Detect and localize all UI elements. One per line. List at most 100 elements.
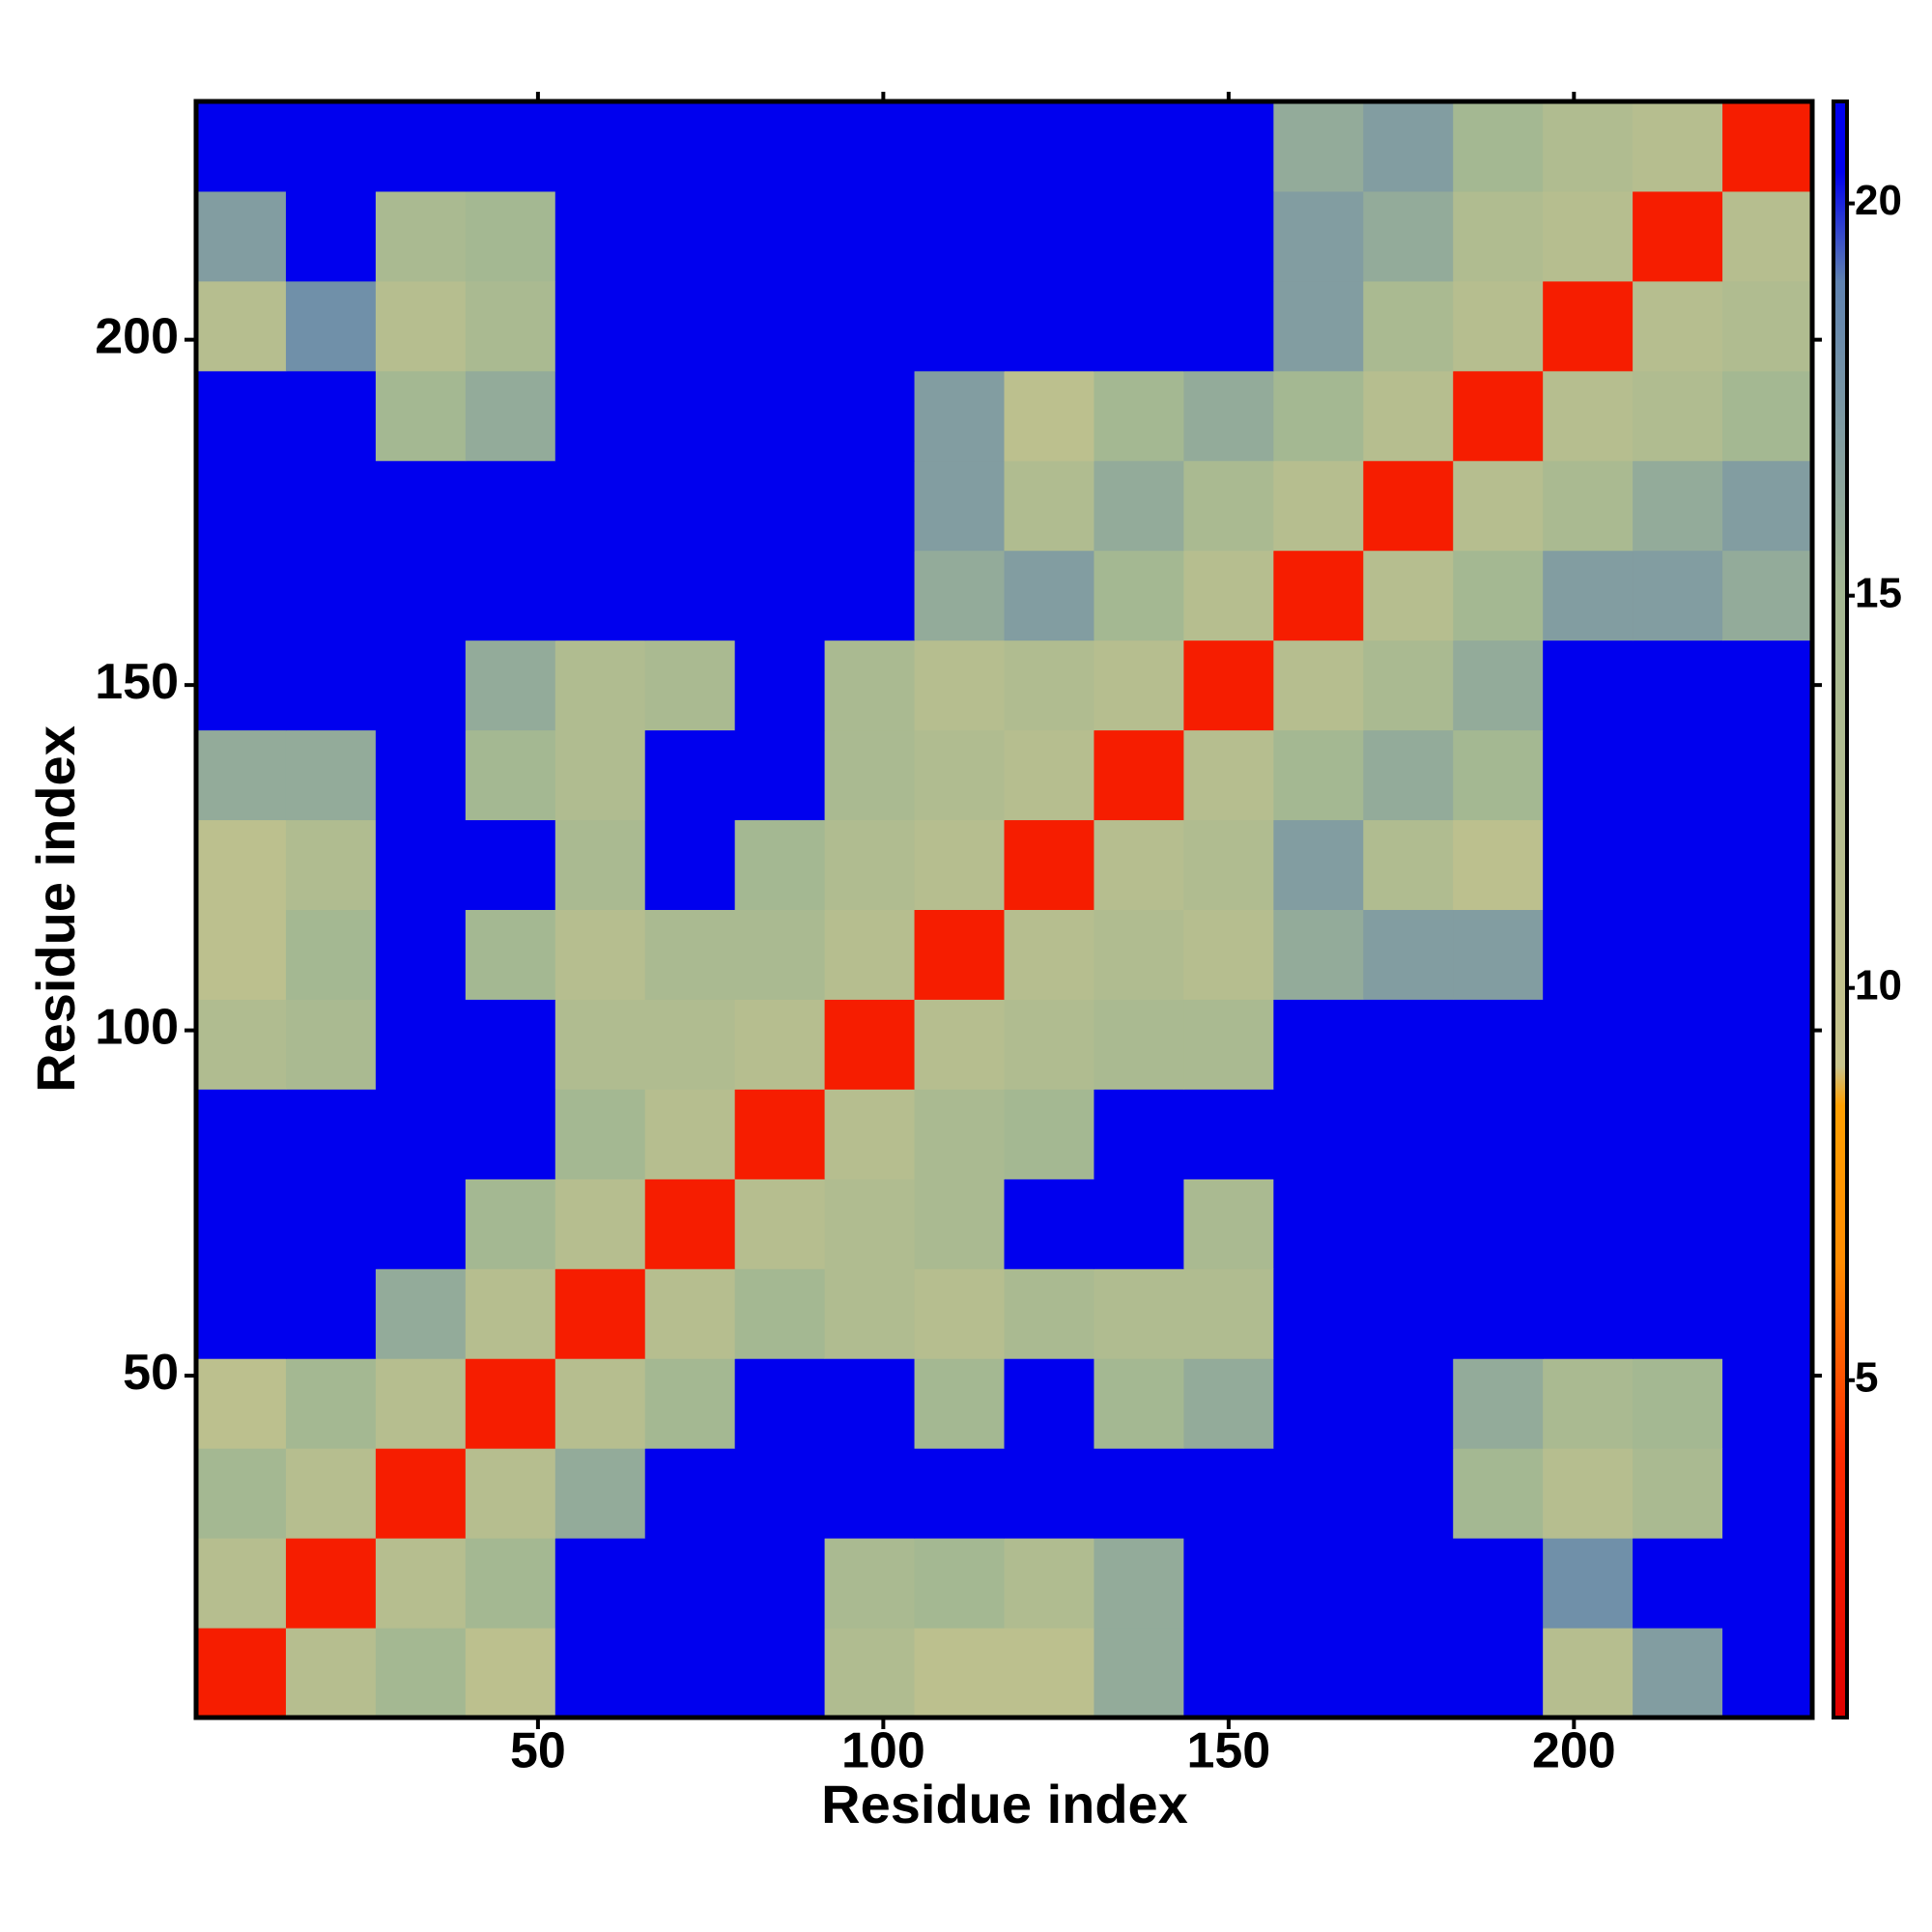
heat-cell — [1363, 909, 1454, 1000]
heat-cell — [1363, 1538, 1454, 1629]
heat-cell — [734, 550, 826, 641]
heat-cell — [1273, 460, 1364, 552]
heat-cell — [1453, 819, 1544, 910]
heat-cell — [554, 1089, 646, 1179]
heat-cell — [914, 370, 1005, 462]
heat-cell — [554, 639, 646, 731]
heat-cell — [914, 460, 1005, 552]
heat-cell — [465, 729, 556, 821]
heat-cell — [1094, 1538, 1184, 1629]
heat-cell — [1722, 819, 1813, 910]
heat-cell — [1004, 1538, 1094, 1629]
heat-cell — [1004, 909, 1094, 1000]
heat-cell — [1633, 1268, 1723, 1359]
heat-cell — [1363, 1179, 1454, 1269]
heat-cell — [734, 1089, 826, 1179]
heat-cell — [465, 819, 556, 910]
heat-cell — [554, 999, 646, 1090]
heat-cell — [1094, 1448, 1184, 1539]
x-tick-label: 100 — [841, 1723, 925, 1779]
heat-cell — [285, 819, 377, 910]
y-tick-label: 150 — [95, 654, 179, 710]
heat-cell — [285, 460, 377, 552]
heat-cell — [914, 1358, 1005, 1449]
heat-cell — [644, 190, 736, 282]
heat-cell — [1004, 729, 1094, 821]
heat-cell — [1543, 729, 1634, 821]
heat-cell — [824, 370, 916, 462]
heat-cell — [1453, 999, 1544, 1090]
heat-cell — [196, 370, 287, 462]
heat-cell — [1722, 1538, 1813, 1629]
heat-cell — [1273, 909, 1364, 1000]
y-tick-label: 50 — [123, 1345, 179, 1401]
heat-cell — [1453, 729, 1544, 821]
heat-cell — [1633, 639, 1723, 731]
heat-cell — [1273, 190, 1364, 282]
heat-cell — [1273, 370, 1364, 462]
heat-cell — [465, 1358, 556, 1449]
heat-cell — [554, 101, 646, 192]
heat-cell — [734, 1179, 826, 1269]
heat-cell — [1363, 190, 1454, 282]
heat-cell — [1363, 1089, 1454, 1179]
heat-cell — [1633, 999, 1723, 1090]
heat-cell — [1363, 460, 1454, 552]
heat-cell — [1453, 1179, 1544, 1269]
heat-cell — [375, 370, 467, 462]
heat-cell — [1004, 1268, 1094, 1359]
heat-cell — [734, 1268, 826, 1359]
heat-cell — [1363, 1628, 1454, 1719]
colorbar — [1832, 99, 1849, 1719]
heat-cell — [644, 280, 736, 372]
heat-cell — [1453, 1448, 1544, 1539]
heat-cell — [465, 1089, 556, 1179]
heat-cell — [1183, 639, 1274, 731]
heat-cell — [554, 1358, 646, 1449]
heat-cell — [196, 1089, 287, 1179]
heat-cell — [285, 370, 377, 462]
heat-cell — [1363, 1358, 1454, 1449]
heat-cell — [1633, 819, 1723, 910]
heat-cell — [465, 280, 556, 372]
colorbar-tick-label: 15 — [1855, 569, 1902, 616]
heat-cell — [1543, 550, 1634, 641]
heat-cell — [1633, 909, 1723, 1000]
heat-cell — [1273, 1268, 1364, 1359]
heat-cell — [196, 1538, 287, 1629]
heat-cell — [824, 639, 916, 731]
heat-cell — [1363, 550, 1454, 641]
heat-cell — [1453, 370, 1544, 462]
heat-cell — [1273, 280, 1364, 372]
heat-cell — [1363, 999, 1454, 1090]
heat-cell — [1004, 1448, 1094, 1539]
heat-cell — [644, 1268, 736, 1359]
heat-cell — [1722, 460, 1813, 552]
heat-cell — [1273, 1538, 1364, 1629]
heat-cell — [1094, 1268, 1184, 1359]
heat-cell — [644, 1448, 736, 1539]
heat-cell — [734, 639, 826, 731]
heat-cell — [375, 1268, 467, 1359]
heat-cell — [1722, 370, 1813, 462]
heat-cell — [1094, 1628, 1184, 1719]
heat-cell — [1273, 1448, 1364, 1539]
heat-cell — [375, 909, 467, 1000]
heat-cell — [1094, 280, 1184, 372]
heat-cell — [824, 1179, 916, 1269]
colorbar-tick-label: 10 — [1855, 961, 1902, 1009]
heat-cell — [644, 1179, 736, 1269]
x-tick-label: 50 — [510, 1723, 566, 1779]
y-tick-label: 100 — [95, 999, 179, 1055]
heat-cell — [1543, 1268, 1634, 1359]
heat-cell — [1004, 190, 1094, 282]
heat-cell — [914, 101, 1005, 192]
heat-cell — [824, 550, 916, 641]
heat-cell — [1453, 190, 1544, 282]
heat-cell — [1004, 550, 1094, 641]
heat-cell — [734, 101, 826, 192]
heat-cell — [644, 101, 736, 192]
heat-cell — [1722, 1268, 1813, 1359]
heat-cell — [1543, 639, 1634, 731]
heat-cell — [465, 1628, 556, 1719]
